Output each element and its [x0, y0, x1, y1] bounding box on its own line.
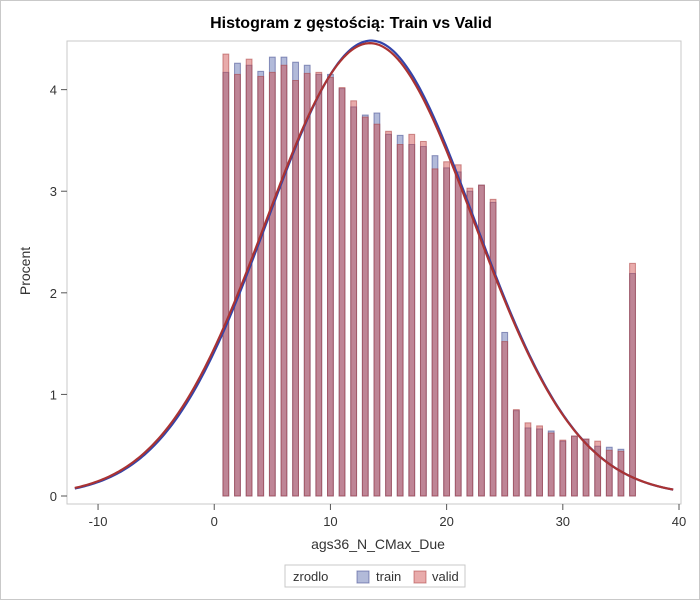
- y-tick-label: 4: [50, 83, 57, 98]
- bar-valid-24: [489, 198, 497, 497]
- bar-valid-22: [466, 187, 474, 497]
- y-tick-label: 2: [50, 286, 57, 301]
- bar-valid-9: [315, 71, 323, 497]
- legend-label-valid: valid: [432, 569, 459, 584]
- bar-valid-12: [350, 100, 358, 497]
- x-tick-label: 10: [323, 514, 337, 529]
- bar-valid-28: [536, 425, 543, 497]
- legend-label-train: train: [376, 569, 401, 584]
- legend-title: zrodlo: [293, 569, 328, 584]
- x-axis-label: ags36_N_CMax_Due: [311, 536, 445, 552]
- legend-swatch-train: [356, 570, 370, 584]
- bar-valid-17: [408, 133, 416, 497]
- bar-valid-36: [629, 262, 636, 497]
- chart-title: Histogram z gęstością: Train vs Valid: [210, 15, 492, 32]
- legend-swatch-valid: [413, 570, 427, 584]
- bar-valid-18: [419, 140, 427, 497]
- bar-valid-4: [257, 75, 265, 497]
- bar-valid-5: [268, 71, 276, 497]
- x-tick-label: 20: [439, 514, 453, 529]
- density-curve-valid: [74, 42, 674, 491]
- y-axis-label: Procent: [17, 247, 33, 295]
- bar-valid-25: [501, 341, 509, 497]
- bar-valid-27: [524, 422, 532, 497]
- x-tick-label: -10: [89, 514, 108, 529]
- bar-valid-11: [338, 87, 346, 497]
- bar-valid-2: [234, 73, 241, 497]
- bar-valid-21: [454, 164, 462, 497]
- x-tick-label: 40: [672, 514, 686, 529]
- bar-valid-33: [594, 440, 602, 497]
- bar-valid-26: [512, 409, 520, 497]
- bar-valid-20: [443, 161, 451, 497]
- y-tick-label: 0: [50, 489, 57, 504]
- x-tick-label: 0: [211, 514, 218, 529]
- bar-valid-19: [431, 168, 439, 497]
- bar-valid-13: [361, 116, 369, 497]
- bars-valid: [222, 53, 636, 497]
- bar-valid-30: [559, 439, 567, 497]
- bar-valid-3: [245, 58, 253, 497]
- bar-valid-6: [280, 64, 288, 497]
- bar-valid-7: [292, 79, 299, 497]
- bar-valid-1: [222, 53, 230, 497]
- bar-valid-8: [303, 72, 311, 497]
- y-axis: 0 1 2 3 4: [50, 83, 67, 504]
- y-tick-label: 1: [50, 387, 57, 402]
- density-curves: [74, 39, 674, 491]
- x-axis: -10 0 10 20 30 40: [89, 504, 686, 529]
- bar-valid-32: [582, 438, 590, 497]
- bar-valid-16: [396, 144, 404, 497]
- bar-valid-29: [547, 432, 555, 497]
- legend: zrodlo train valid: [284, 564, 466, 588]
- bar-valid-14: [373, 123, 381, 497]
- y-tick-label: 3: [50, 184, 57, 199]
- bar-valid-34: [605, 449, 613, 497]
- bar-valid-15: [385, 130, 392, 497]
- bar-valid-23: [478, 184, 485, 497]
- x-tick-label: 30: [556, 514, 570, 529]
- bar-valid-31: [571, 435, 578, 497]
- bar-valid-10: [327, 76, 334, 497]
